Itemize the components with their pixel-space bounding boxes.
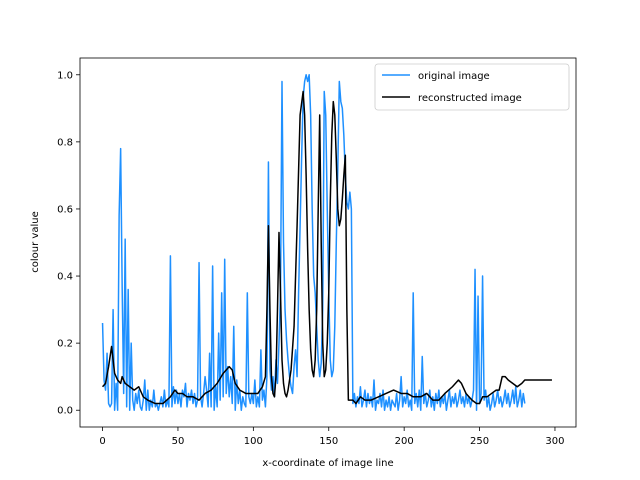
legend: original image reconstructed image <box>374 63 570 111</box>
series-line-reconstructed <box>101 90 552 405</box>
y-tick-label: 0.4 <box>57 272 73 283</box>
x-axis-label: x-coordinate of image line <box>262 458 393 469</box>
axes-frame <box>79 57 577 428</box>
x-tick-label: 300 <box>545 436 564 447</box>
legend-box <box>374 63 570 111</box>
y-tick-label: 1.0 <box>57 70 73 81</box>
x-axis-ticks: 0 50 100 150 200 250 300 <box>99 427 565 447</box>
legend-label-original: original image <box>418 71 490 82</box>
y-tick-label: 0.2 <box>57 339 73 350</box>
y-axis-ticks: 0.0 0.2 0.4 0.6 0.8 1.0 <box>57 70 80 417</box>
series-layer <box>101 74 552 411</box>
x-tick-label: 50 <box>172 436 185 447</box>
y-axis-label: colour value <box>30 211 41 272</box>
x-tick-label: 0 <box>99 436 105 447</box>
y-tick-label: 0.0 <box>57 406 73 417</box>
y-tick-label: 0.8 <box>57 137 73 148</box>
x-tick-label: 250 <box>470 436 489 447</box>
x-tick-label: 200 <box>395 436 414 447</box>
x-tick-label: 100 <box>244 436 263 447</box>
y-tick-label: 0.6 <box>57 204 73 215</box>
x-tick-label: 150 <box>319 436 338 447</box>
legend-label-reconstructed: reconstructed image <box>418 93 522 104</box>
